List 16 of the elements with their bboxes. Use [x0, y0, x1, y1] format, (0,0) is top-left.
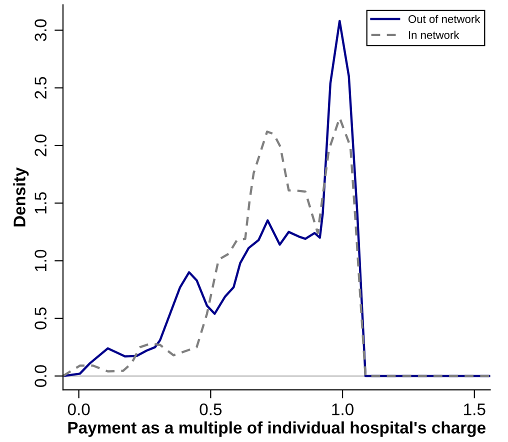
y-tick-label: 0.5 — [34, 307, 47, 330]
x-tick-label: 1.0 — [332, 403, 354, 416]
legend-label: Out of network — [408, 14, 480, 24]
y-tick-label: 1.5 — [34, 192, 47, 214]
x-tick-label: 0.5 — [200, 403, 222, 416]
line-series — [62, 116, 490, 378]
y-tick-label: 1.0 — [34, 250, 47, 272]
y-axis-title: Density — [13, 167, 29, 226]
y-tick-label: 2.5 — [34, 76, 47, 99]
y-tick-label: 0.0 — [34, 365, 47, 387]
x-tick-label: 0.0 — [68, 403, 90, 416]
x-tick-label: 1.5 — [464, 404, 486, 416]
legend-label: In network — [408, 30, 460, 39]
y-tick-label: 2.0 — [34, 134, 47, 156]
y-tick-label: 3.0 — [34, 19, 47, 42]
x-axis-title: Payment as a multiple of individual hospital's charge — [68, 421, 486, 437]
